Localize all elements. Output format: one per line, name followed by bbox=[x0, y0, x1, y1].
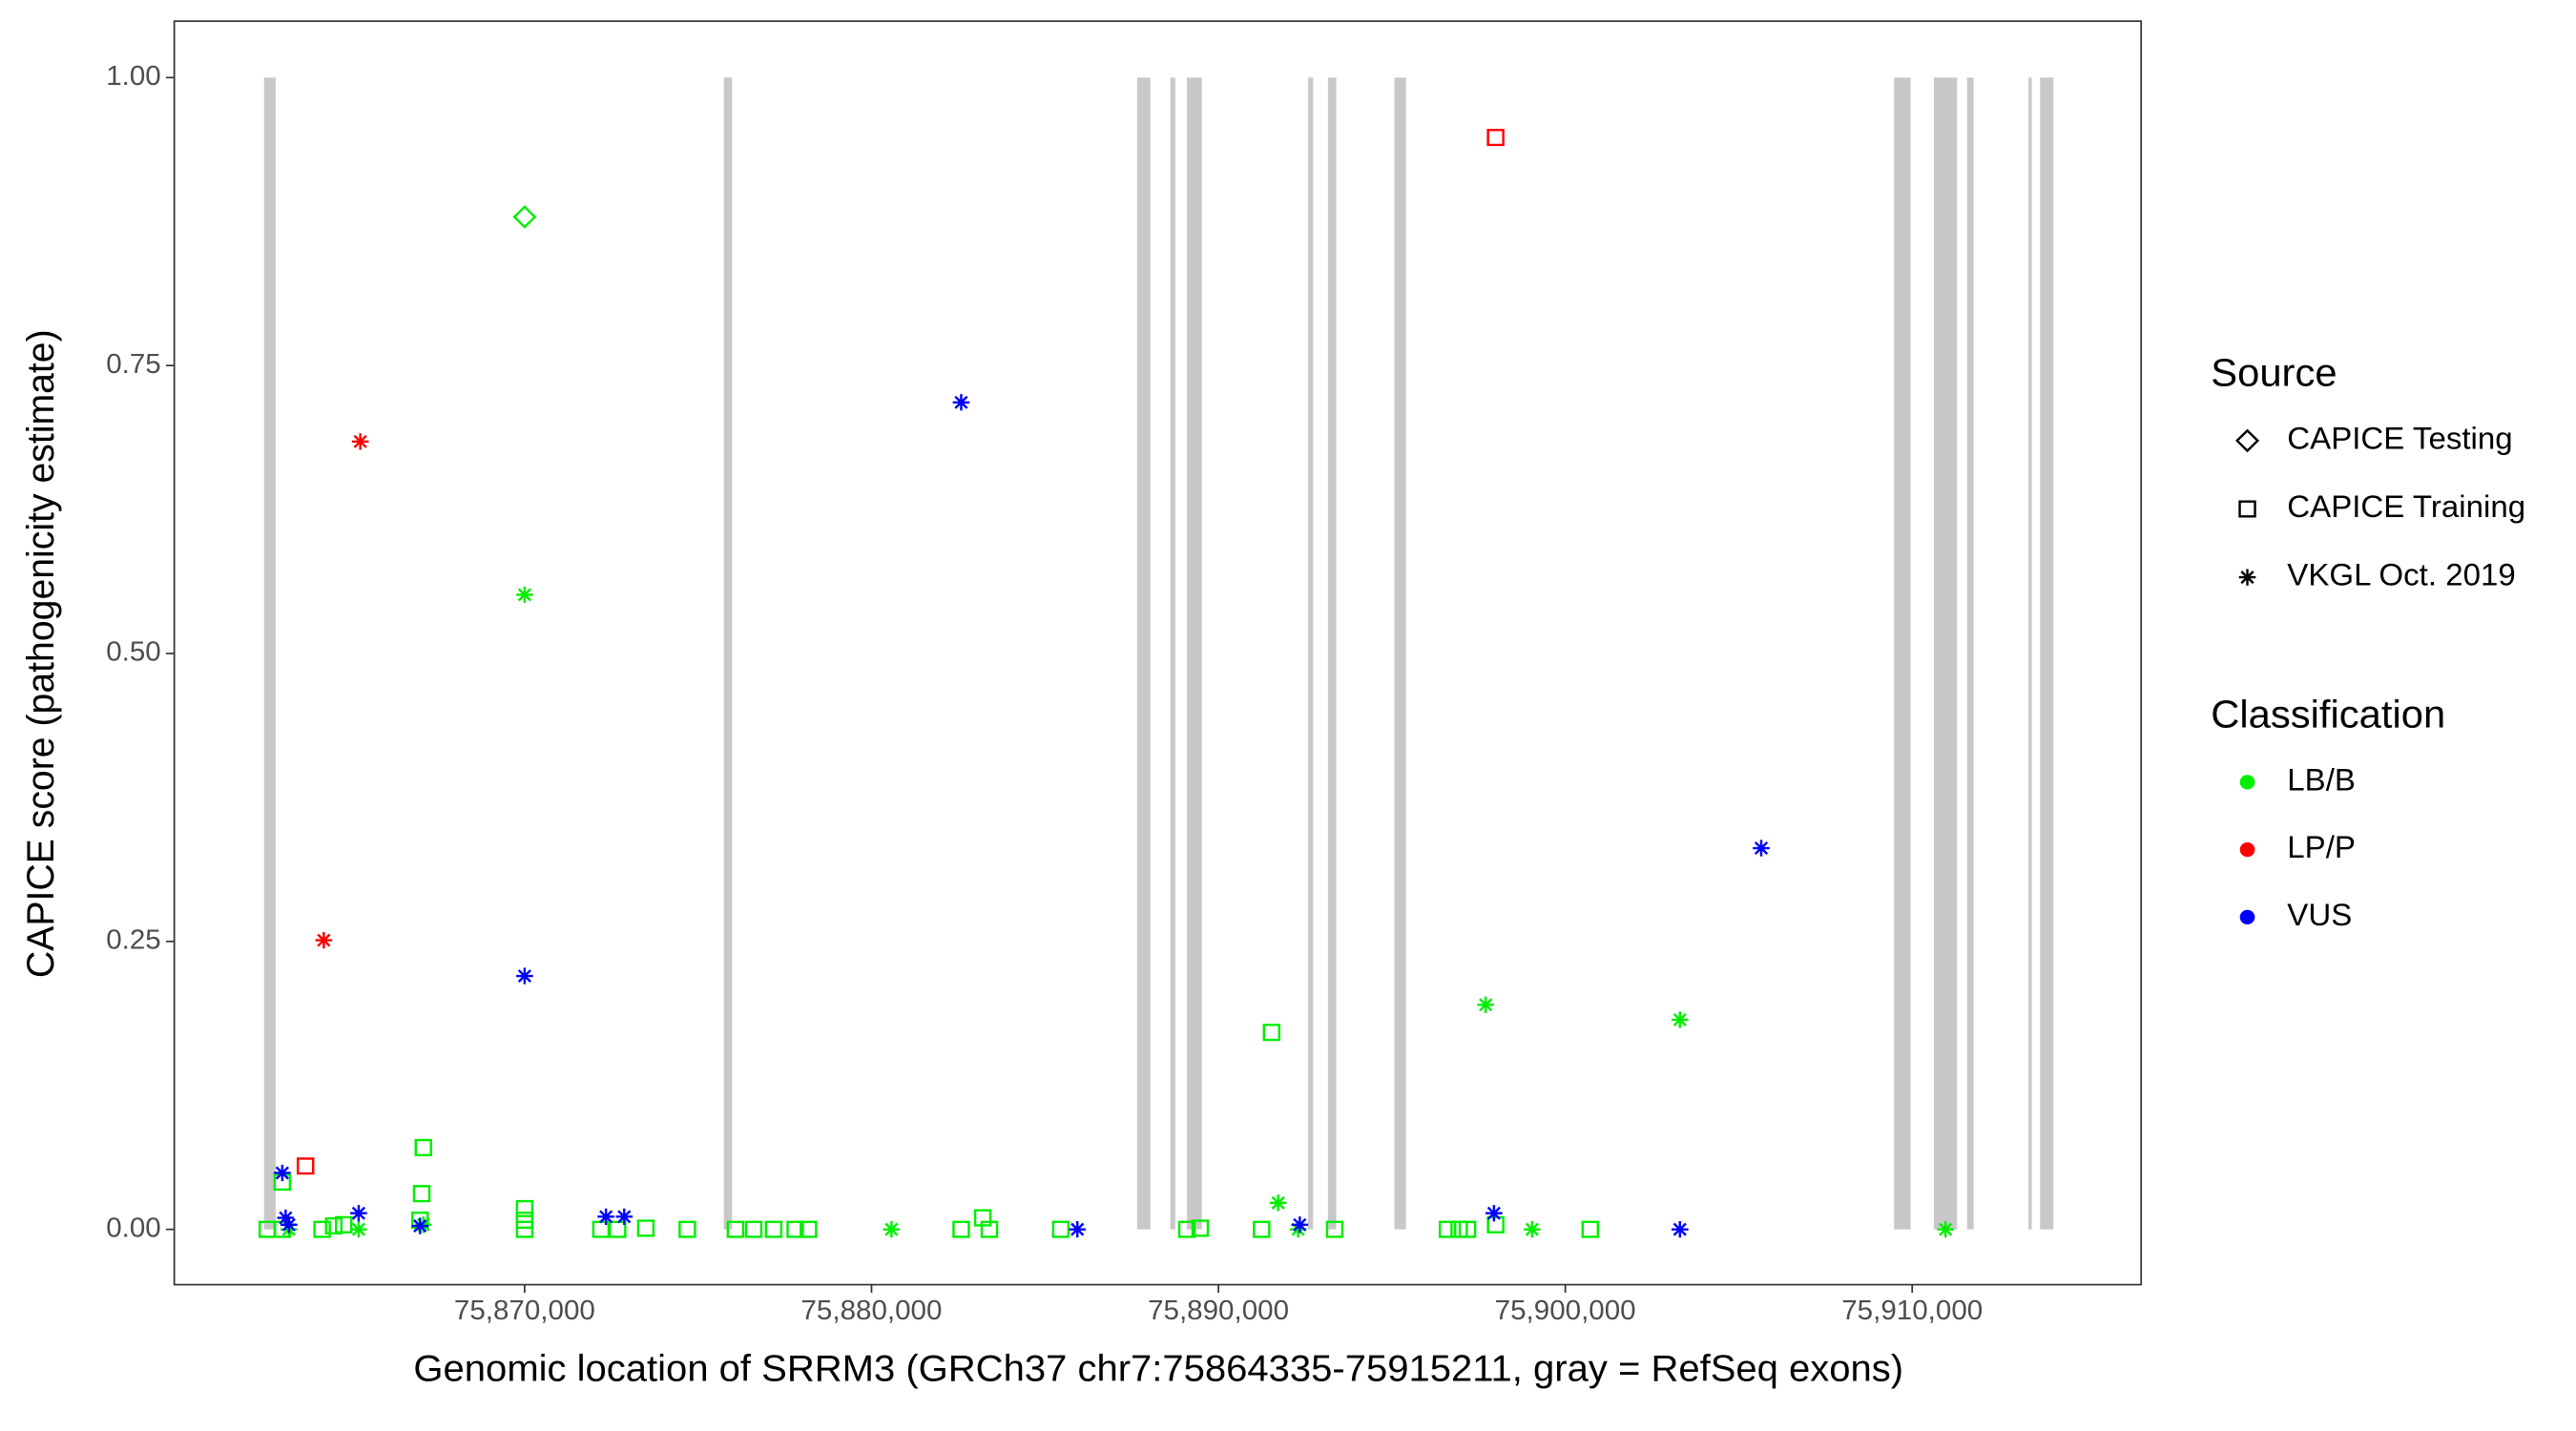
legend-symbol bbox=[2238, 500, 2256, 518]
x-tick-label: 75,880,000 bbox=[800, 1296, 942, 1326]
point bbox=[973, 1209, 992, 1227]
exon bbox=[2040, 77, 2054, 1230]
point bbox=[980, 1220, 999, 1238]
legend-title: Classification bbox=[2211, 693, 2445, 736]
point bbox=[1177, 1220, 1196, 1238]
point bbox=[678, 1220, 696, 1238]
legend-symbol bbox=[2239, 841, 2255, 858]
point bbox=[350, 1221, 367, 1238]
point bbox=[636, 1219, 655, 1237]
point bbox=[1051, 1220, 1070, 1238]
exon bbox=[1136, 77, 1151, 1230]
legend-label: LP/P bbox=[2287, 829, 2356, 864]
point bbox=[1581, 1220, 1600, 1238]
x-tick-label: 75,870,000 bbox=[454, 1296, 595, 1326]
point bbox=[1269, 1194, 1287, 1212]
point bbox=[1937, 1221, 1954, 1238]
y-tick-label: 0.75 bbox=[106, 349, 161, 380]
point bbox=[744, 1220, 763, 1238]
point bbox=[297, 1157, 315, 1175]
point bbox=[512, 205, 537, 229]
y-axis-title: CAPICE score (pathogenicity estimate) bbox=[19, 329, 61, 978]
legend-symbol bbox=[2239, 775, 2255, 790]
point bbox=[1291, 1216, 1309, 1234]
point bbox=[313, 1220, 331, 1238]
exon bbox=[1894, 77, 1911, 1230]
point bbox=[1069, 1221, 1087, 1238]
point bbox=[516, 586, 533, 604]
legend-title: Source bbox=[2211, 351, 2337, 395]
point bbox=[592, 1220, 611, 1238]
x-tick-label: 75,900,000 bbox=[1495, 1296, 1636, 1326]
point bbox=[764, 1220, 783, 1238]
point bbox=[726, 1220, 745, 1238]
y-tick-label: 1.00 bbox=[106, 61, 161, 92]
point bbox=[952, 394, 970, 411]
legend-label: CAPICE Training bbox=[2287, 488, 2525, 524]
exon bbox=[1394, 77, 1406, 1230]
legend-label: VUS bbox=[2287, 897, 2352, 932]
point bbox=[952, 1220, 970, 1238]
point bbox=[1458, 1220, 1477, 1238]
exon bbox=[1187, 77, 1202, 1230]
point bbox=[1262, 1024, 1281, 1042]
point bbox=[1486, 129, 1505, 147]
point bbox=[351, 433, 369, 450]
point bbox=[414, 1138, 432, 1156]
y-tick-label: 0.00 bbox=[106, 1213, 161, 1244]
point bbox=[883, 1221, 901, 1238]
point bbox=[350, 1205, 367, 1222]
x-tick-label: 75,890,000 bbox=[1148, 1296, 1289, 1326]
point bbox=[1671, 1011, 1689, 1028]
point bbox=[1289, 1221, 1307, 1238]
point bbox=[1753, 840, 1770, 857]
exon bbox=[2028, 77, 2032, 1230]
point bbox=[1191, 1219, 1210, 1237]
point bbox=[1253, 1220, 1271, 1238]
legend-symbol bbox=[2239, 909, 2255, 925]
y-tick-label: 0.50 bbox=[106, 637, 161, 668]
x-tick-label: 75,910,000 bbox=[1841, 1296, 1983, 1326]
exon bbox=[1933, 77, 1958, 1230]
point bbox=[414, 1216, 432, 1234]
point bbox=[274, 1164, 291, 1182]
exon bbox=[1327, 77, 1337, 1230]
point bbox=[280, 1216, 298, 1234]
y-tick-label: 0.25 bbox=[106, 925, 161, 956]
point bbox=[1671, 1221, 1689, 1238]
legend-label: VKGL Oct. 2019 bbox=[2287, 557, 2515, 592]
point bbox=[411, 1217, 429, 1234]
point bbox=[800, 1220, 818, 1238]
point bbox=[277, 1209, 295, 1227]
point bbox=[515, 1220, 534, 1238]
legend-symbol bbox=[2235, 428, 2260, 453]
legend-symbol bbox=[2238, 569, 2256, 586]
point bbox=[412, 1185, 431, 1203]
legend-label: LB/B bbox=[2287, 762, 2356, 798]
point bbox=[1524, 1221, 1541, 1238]
legend-label: CAPICE Testing bbox=[2287, 421, 2512, 456]
point bbox=[335, 1215, 353, 1234]
exon bbox=[1966, 77, 1974, 1230]
point bbox=[1485, 1205, 1503, 1222]
point bbox=[315, 931, 333, 949]
exon bbox=[1308, 77, 1314, 1230]
point bbox=[1325, 1220, 1344, 1238]
exon bbox=[1170, 77, 1175, 1230]
point bbox=[516, 967, 533, 985]
x-axis-title: Genomic location of SRRM3 (GRCh37 chr7:7… bbox=[413, 1348, 1903, 1390]
exon bbox=[723, 77, 733, 1230]
point bbox=[597, 1208, 614, 1225]
point bbox=[1477, 996, 1495, 1013]
point bbox=[615, 1208, 634, 1225]
exon bbox=[263, 77, 276, 1230]
